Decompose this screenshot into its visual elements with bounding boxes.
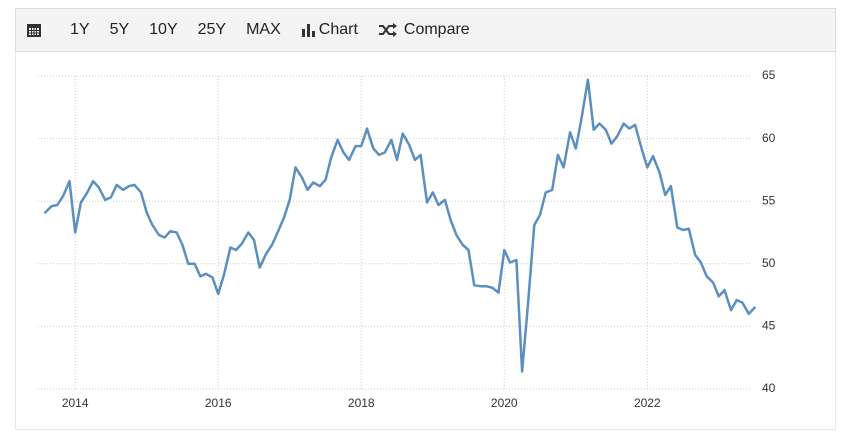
compare-label: Compare bbox=[403, 21, 470, 38]
y-tick-label: 40 bbox=[762, 381, 776, 395]
chart-frame bbox=[15, 52, 836, 430]
compare-button[interactable]: Compare bbox=[368, 21, 480, 39]
y-tick-label: 45 bbox=[762, 319, 776, 333]
chart-button[interactable]: Chart bbox=[291, 21, 368, 39]
y-tick-label: 60 bbox=[762, 131, 776, 145]
calendar-glyph bbox=[27, 24, 41, 37]
range-label: 25Y bbox=[197, 21, 227, 38]
range-label: 1Y bbox=[70, 21, 90, 38]
calendar-icon[interactable] bbox=[16, 22, 52, 38]
range-button[interactable]: MAX bbox=[236, 21, 291, 39]
y-tick-label: 50 bbox=[762, 256, 776, 270]
x-tick-label: 2014 bbox=[62, 396, 89, 410]
range-label: MAX bbox=[246, 21, 281, 38]
x-tick-label: 2022 bbox=[634, 396, 661, 410]
range-button[interactable]: 5Y bbox=[100, 21, 140, 39]
range-label: 5Y bbox=[109, 21, 130, 38]
toolbar: 1Y 5Y 10Y 25Y MAX Chart Compare bbox=[15, 8, 836, 52]
shuffle-icon bbox=[378, 23, 397, 37]
range-label: 10Y bbox=[149, 21, 178, 38]
x-tick-label: 2016 bbox=[205, 396, 232, 410]
bar-icon bbox=[301, 24, 315, 37]
range-button[interactable]: 1Y bbox=[60, 21, 100, 39]
range-button[interactable]: 10Y bbox=[139, 21, 187, 39]
y-tick-label: 65 bbox=[762, 68, 776, 82]
x-tick-label: 2018 bbox=[348, 396, 375, 410]
chart-label: Chart bbox=[318, 21, 358, 38]
y-tick-label: 55 bbox=[762, 193, 776, 207]
x-tick-label: 2020 bbox=[491, 396, 518, 410]
data-line bbox=[43, 78, 756, 373]
range-button[interactable]: 25Y bbox=[188, 21, 236, 39]
